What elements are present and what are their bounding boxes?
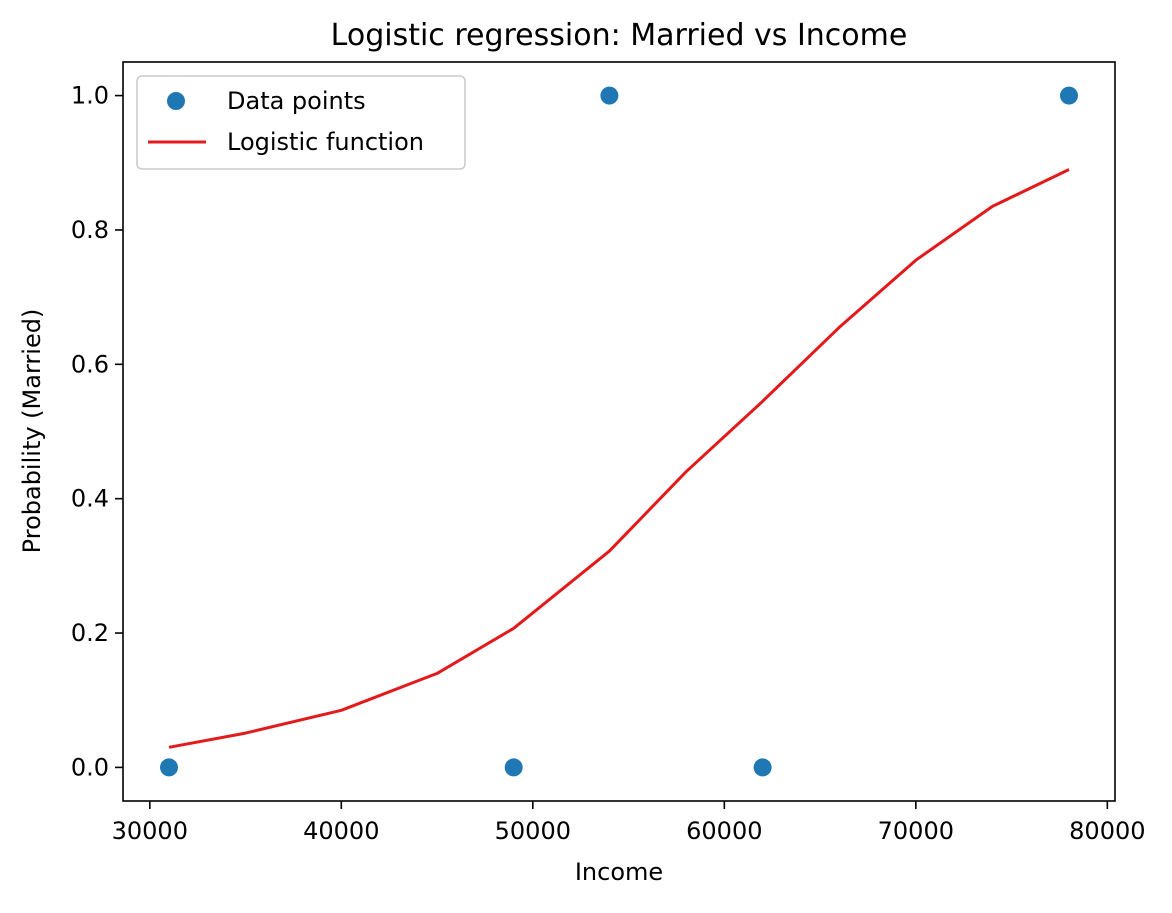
plot-area bbox=[122, 61, 1116, 802]
x-axis-ticks: 30000 40000 50000 60000 70000 80000 bbox=[112, 801, 1146, 845]
x-tick-label: 80000 bbox=[1069, 817, 1145, 845]
logistic-curve bbox=[168, 168, 1070, 749]
legend-label-logistic-function: Logistic function bbox=[227, 128, 424, 156]
y-axis-ticks: 0.0 0.2 0.4 0.6 0.8 1.0 bbox=[71, 82, 123, 781]
x-axis-label: Income bbox=[575, 858, 663, 886]
y-tick-label: 1.0 bbox=[71, 82, 109, 110]
points-layer bbox=[160, 86, 1078, 777]
legend-box bbox=[136, 75, 466, 170]
legend: Data points Logistic function bbox=[136, 75, 466, 170]
legend-scatter-marker bbox=[167, 92, 185, 110]
y-tick-label: 0.8 bbox=[71, 216, 109, 244]
data-point-2 bbox=[504, 758, 523, 777]
x-tick-label: 30000 bbox=[112, 817, 188, 845]
legend-label-data-points: Data points bbox=[227, 87, 366, 115]
x-tick-label: 50000 bbox=[495, 817, 571, 845]
chart-title: Logistic regression: Married vs Income bbox=[331, 18, 908, 53]
y-tick-label: 0.6 bbox=[71, 350, 109, 378]
data-point-1 bbox=[160, 758, 178, 777]
y-tick-label: 0.2 bbox=[71, 619, 109, 647]
axes-frame bbox=[122, 61, 1116, 802]
x-tick-label: 40000 bbox=[303, 817, 379, 845]
y-axis-label: Probability (Married) bbox=[18, 309, 46, 554]
data-point-4 bbox=[753, 758, 772, 777]
data-point-5 bbox=[1060, 86, 1078, 105]
y-tick-label: 0.4 bbox=[71, 485, 109, 513]
data-point-3 bbox=[600, 86, 619, 105]
curve-layer bbox=[168, 168, 1070, 749]
y-tick-label: 0.0 bbox=[71, 753, 109, 781]
x-tick-label: 70000 bbox=[878, 817, 954, 845]
x-tick-label: 60000 bbox=[686, 817, 762, 845]
